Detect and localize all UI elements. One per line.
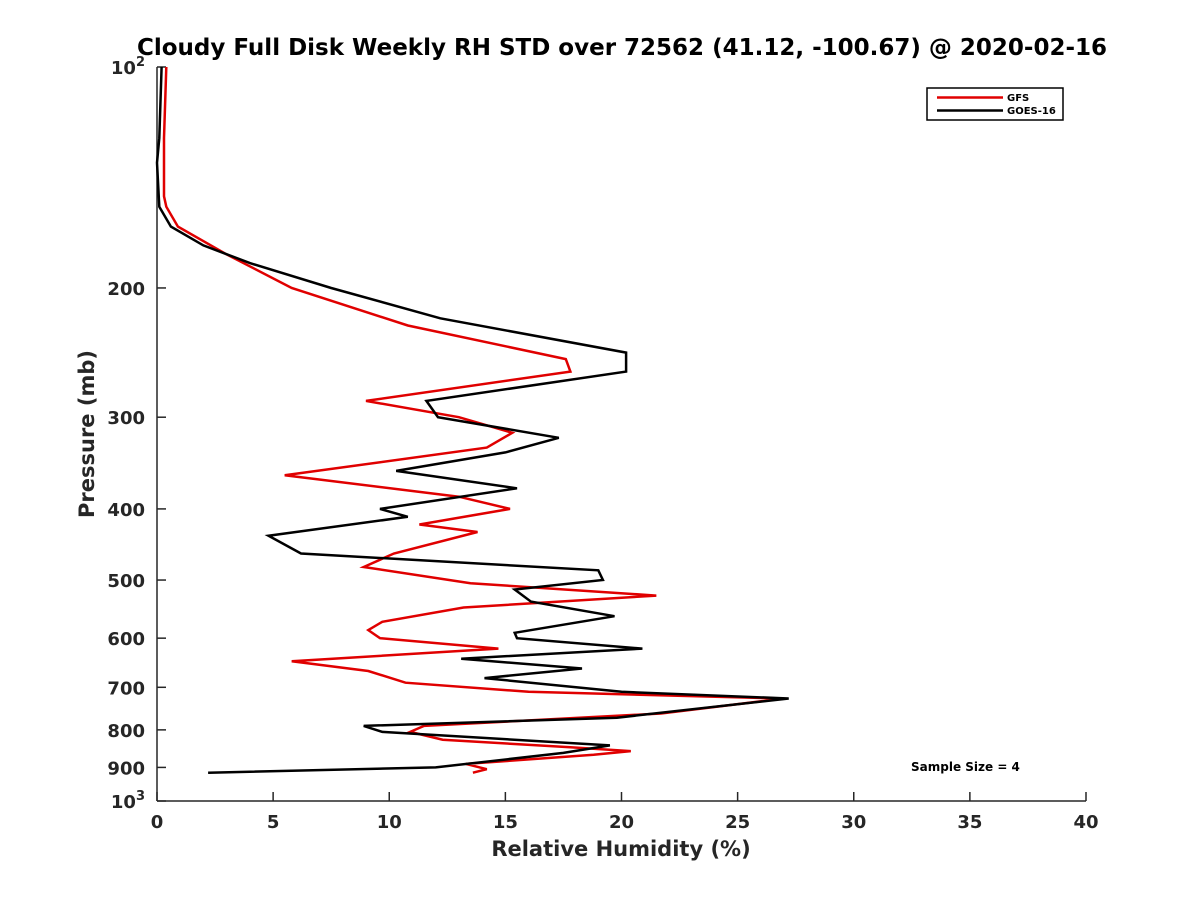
- x-tick-label: 20: [609, 812, 634, 833]
- x-tick-label: 35: [957, 812, 982, 833]
- y-tick-label: 200: [107, 279, 145, 300]
- series-line-gfs: [162, 66, 785, 774]
- x-axis-label: Relative Humidity (%): [491, 837, 750, 861]
- sample-size-annotation: Sample Size = 4: [911, 760, 1020, 774]
- x-ticks: 0 5 10 15 20 25 30 35 40: [151, 792, 1099, 833]
- y-ticks: 102 200 300 400 500 600 700 800 900 103: [107, 55, 166, 813]
- x-tick-label: 40: [1073, 812, 1098, 833]
- y-tick-label: 300: [107, 408, 145, 429]
- x-tick-label: 5: [267, 812, 280, 833]
- x-tick-label: 30: [841, 812, 866, 833]
- legend-label-goes16: GOES-16: [1007, 106, 1056, 117]
- y-axis-label: Pressure (mb): [75, 350, 99, 518]
- legend: GFS GOES-16: [926, 87, 1064, 121]
- y-tick-label: 103: [111, 789, 145, 813]
- y-tick-label: 600: [107, 629, 145, 650]
- y-tick-label: 500: [107, 571, 145, 592]
- y-tick-label: 102: [111, 55, 145, 79]
- y-tick-label: 700: [107, 678, 145, 699]
- legend-box: [926, 87, 1064, 121]
- y-tick-label: 800: [107, 721, 145, 742]
- legend-label-gfs: GFS: [1007, 93, 1029, 104]
- x-tick-label: 0: [151, 812, 164, 833]
- series-layer: [155, 66, 789, 774]
- x-tick-label: 10: [377, 812, 402, 833]
- x-tick-label: 25: [725, 812, 750, 833]
- chart-title: Cloudy Full Disk Weekly RH STD over 7256…: [137, 35, 1107, 61]
- series-line-goes16: [155, 66, 789, 774]
- x-tick-label: 15: [493, 812, 518, 833]
- y-tick-label: 400: [107, 500, 145, 521]
- y-tick-label: 900: [107, 758, 145, 779]
